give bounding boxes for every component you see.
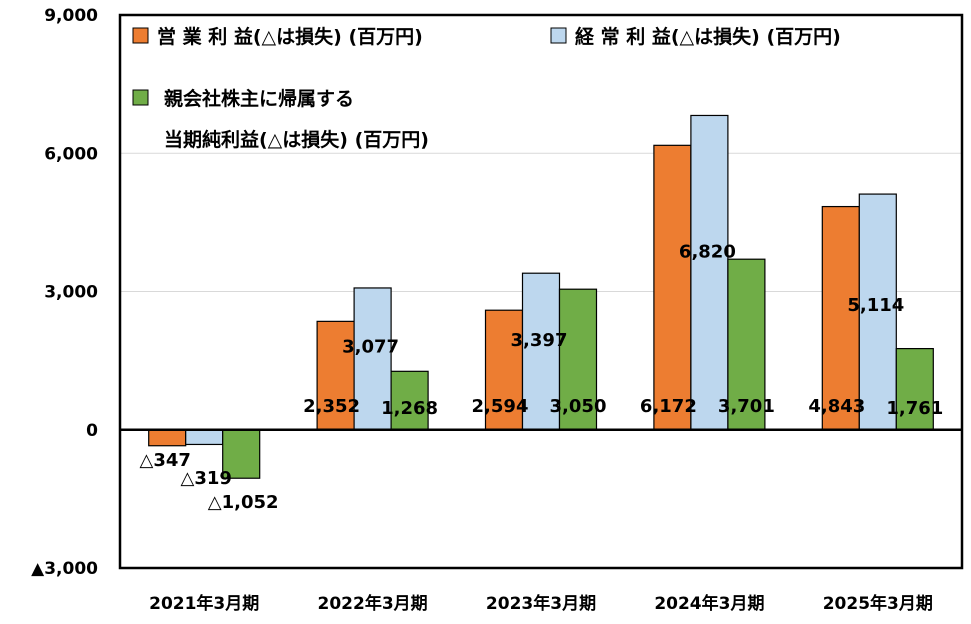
data-label: 3,077 [342,336,399,357]
x-category-label: 2022年3月期 [318,593,428,614]
legend-label: 当期純利益(△は損失) (百万円) [164,128,429,151]
data-label: 2,594 [472,396,529,417]
data-label: △319 [180,468,231,489]
bar [690,114,729,431]
legend-label: 親会社株主に帰属する [164,87,354,110]
bar [148,429,187,447]
x-category-label: 2021年3月期 [149,593,259,614]
data-label: △347 [139,450,190,471]
bar [727,258,766,431]
y-tick-label: 3,000 [44,283,98,303]
data-label: 3,397 [511,330,568,351]
y-tick-label: 6,000 [44,144,98,164]
data-label: 3,701 [718,396,775,417]
bars [148,114,934,479]
legend-swatch [550,27,567,44]
bar [390,370,429,431]
data-label: 6,820 [679,242,736,263]
bar [821,205,860,431]
bar [858,193,897,431]
data-label: 5,114 [847,295,904,316]
x-category-label: 2023年3月期 [486,593,596,614]
x-axis-categories: 2021年3月期 2022年3月期 2023年3月期 2024年3月期 2025年3月期 [149,593,933,614]
data-label: 2,352 [303,396,360,417]
bar [353,287,392,431]
data-label: 1,761 [886,398,943,419]
bar [222,429,261,479]
bar [895,347,934,431]
data-label: 3,050 [550,396,607,417]
bar [185,429,224,446]
x-category-label: 2025年3月期 [823,593,933,614]
y-tick-label: ▲3,000 [31,559,98,579]
legend-swatch [132,89,149,106]
data-label: △1,052 [208,492,279,513]
bar [316,320,355,431]
bar [484,309,524,431]
data-label: 1,268 [381,398,438,419]
legend-label: 営 業 利 益(△は損失) (百万円) [157,25,423,48]
legend: 営 業 利 益(△は損失) (百万円) 経 常 利 益(△は損失) (百万円) 親会… [132,25,841,151]
y-tick-label: 9,000 [44,6,98,26]
data-label: 4,843 [808,396,865,417]
data-labels: △347△319 △1,052 2,352 3,077 1,268 2,594 3,397 3… [139,242,943,514]
x-category-label: 2024年3月期 [654,593,764,614]
y-tick-label: 0 [86,421,98,441]
plot-area-border [118,13,964,570]
bar [521,272,561,431]
bar [558,288,598,431]
legend-label: 経 常 利 益(△は損失) (百万円) [575,25,841,48]
bar [653,144,692,431]
legend-swatch [132,27,149,44]
data-label: 6,172 [640,396,697,417]
y-axis-ticks: 9,000 6,000 3,000 0 ▲3,000 [31,6,98,579]
